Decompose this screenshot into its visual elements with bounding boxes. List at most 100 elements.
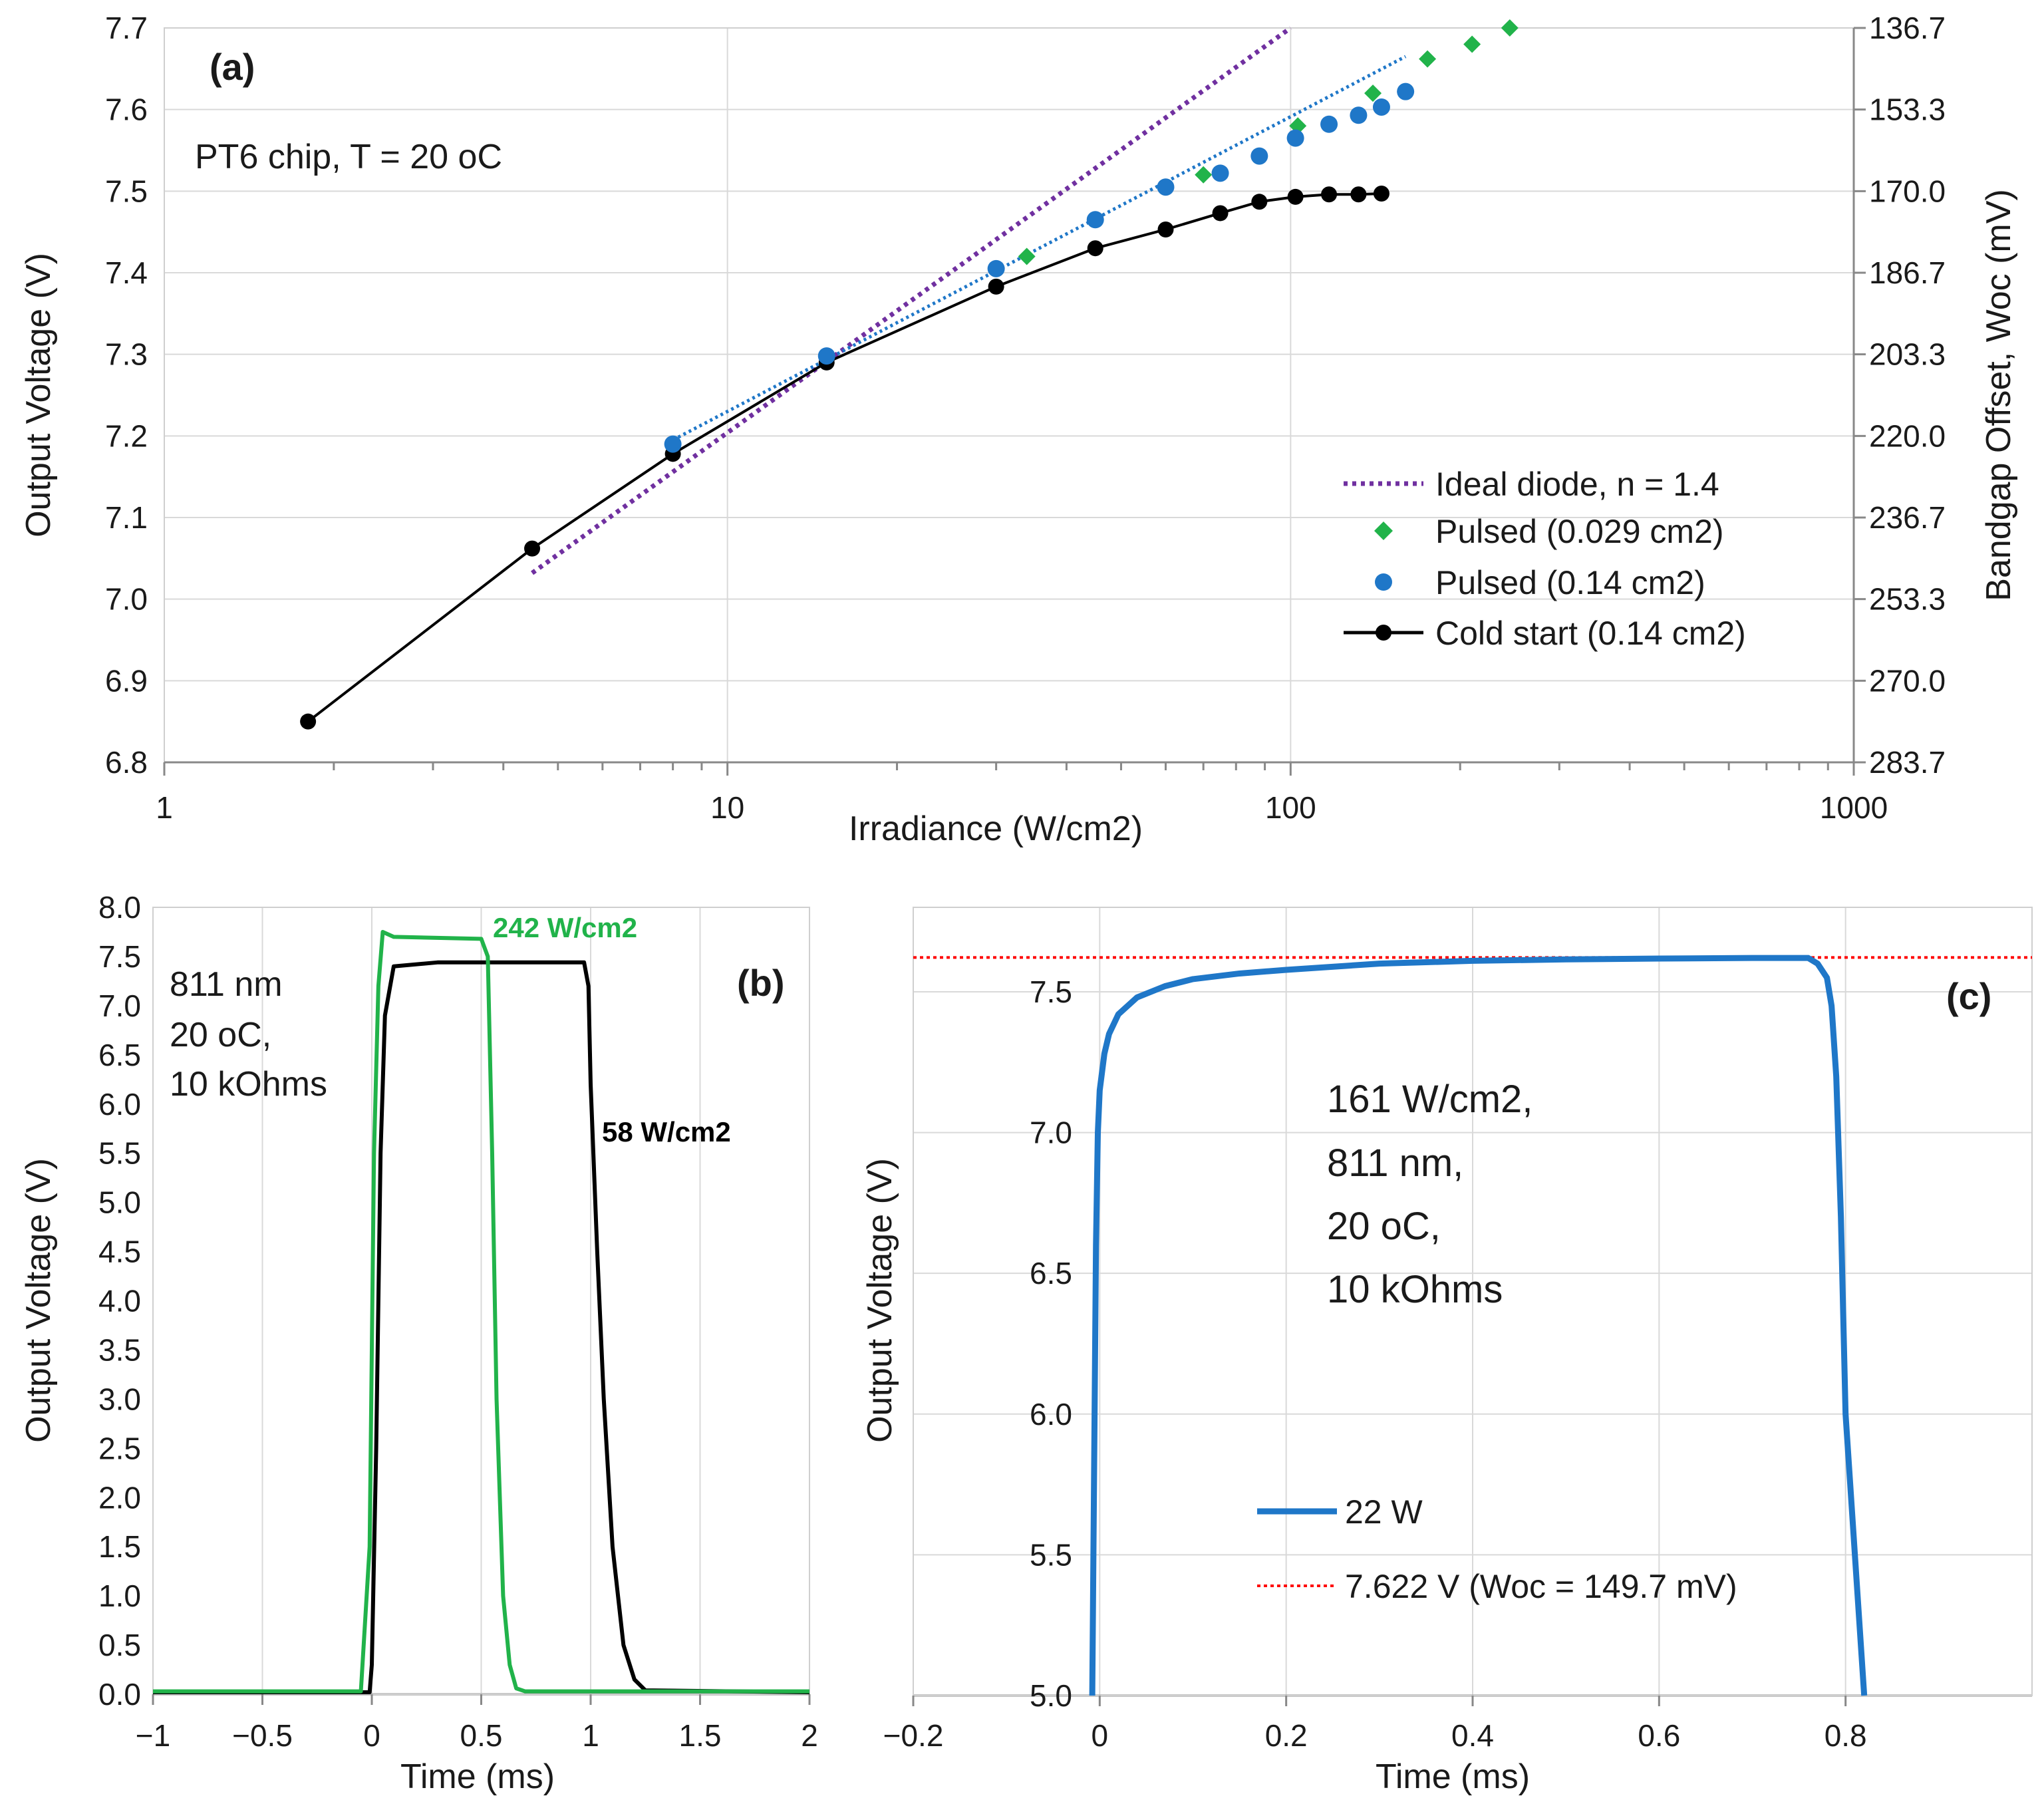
panel-b-y-tick-label: 6.5 bbox=[98, 1038, 141, 1072]
panel-b-y-tick-label: 0.0 bbox=[98, 1677, 141, 1712]
panel-b-series-label-242: 242 W/cm2 bbox=[493, 912, 637, 943]
panel-b-y-tick-label: 4.0 bbox=[98, 1284, 141, 1318]
panel-c-y-tick-label: 5.0 bbox=[1030, 1678, 1072, 1713]
panel-c-label: (c) bbox=[1946, 975, 1991, 1017]
pulsed-0029-point bbox=[1463, 35, 1481, 53]
panel-a-label: (a) bbox=[210, 46, 255, 88]
cold-start-point bbox=[1287, 188, 1304, 205]
panel-c-y-tick-label: 5.5 bbox=[1030, 1537, 1072, 1572]
panel-b-y-axis-title: Output Voltage (V) bbox=[19, 1158, 58, 1443]
pulsed-014-point bbox=[1086, 211, 1104, 229]
panel-c-y-tick-label: 6.0 bbox=[1030, 1397, 1072, 1432]
panel-a-y-tick-label: 7.3 bbox=[105, 337, 148, 372]
pulsed-0029-point bbox=[1364, 84, 1382, 102]
panel-b-x-tick-label: 0.5 bbox=[460, 1718, 503, 1753]
panel-a-y-ticks: 6.8 6.9 7.0 7.1 7.2 7.3 7.4 7.5 7.6 7.7 bbox=[105, 11, 148, 780]
panel-b-y-tick-label: 7.5 bbox=[98, 939, 141, 974]
legend-label-22w: 22 W bbox=[1345, 1493, 1423, 1531]
panel-a-y2-tick-label: 153.3 bbox=[1869, 92, 1946, 127]
panel-c-x-axis-title: Time (ms) bbox=[1376, 1757, 1530, 1796]
pulsed-014-point bbox=[817, 347, 835, 365]
pulsed-014-point bbox=[1286, 129, 1304, 147]
panel-c-marks bbox=[913, 955, 2032, 1696]
panel-c-legend: 22 W 7.622 V (Woc = 149.7 mV) bbox=[1257, 1493, 1737, 1605]
legend-swatch-cold-start-marker bbox=[1376, 625, 1391, 641]
panel-a-chart: 1 10 100 1000 6.8 6.9 7.0 7.1 7.2 7.3 7.4 7.5 7.6 7.… bbox=[19, 11, 2018, 848]
cold-start-point bbox=[1350, 186, 1367, 203]
panel-b-annotation-line-3: 10 kOhms bbox=[170, 1065, 327, 1104]
pulsed-014-point bbox=[1320, 115, 1338, 133]
pulsed-014-point bbox=[1350, 106, 1368, 124]
panel-b-y-tick-label: 4.5 bbox=[98, 1235, 141, 1269]
legend-swatch-pulsed-0029 bbox=[1374, 522, 1393, 540]
panel-a-y-axis-title: Output Voltage (V) bbox=[19, 253, 58, 537]
panel-a-x-tick-label: 10 bbox=[710, 790, 744, 825]
panel-a-y-tick-label: 6.8 bbox=[105, 745, 148, 780]
panel-b-y-tick-label: 2.5 bbox=[98, 1431, 141, 1465]
panel-b-x-tick-label: −0.5 bbox=[232, 1718, 293, 1753]
panel-b-y-tick-label: 3.5 bbox=[98, 1332, 141, 1367]
panel-b-y-ticks: 0.0 0.5 1.0 1.5 2.0 2.5 3.0 3.5 4.0 4.5 5.0 5.5 6.0 6… bbox=[98, 890, 141, 1712]
cold-start-point bbox=[1087, 240, 1103, 257]
panel-c-annotation-line-3: 20 oC, bbox=[1327, 1205, 1441, 1248]
panel-b-y-tick-label: 2.0 bbox=[98, 1480, 141, 1515]
legend-label-pulsed-0029: Pulsed (0.029 cm2) bbox=[1435, 513, 1724, 550]
panel-b-x-tick-label: 0 bbox=[363, 1718, 380, 1753]
pulsed-014-point bbox=[1211, 164, 1229, 182]
panel-a-y-tick-label: 7.5 bbox=[105, 174, 148, 208]
panel-b-annotation-line-1: 811 nm bbox=[170, 965, 283, 1004]
panel-b-y-tick-label: 0.5 bbox=[98, 1628, 141, 1662]
panel-c-chart: −0.2 0 0.2 0.4 0.6 0.8 5.0 5.5 6.0 6.5 7.0 7.5 (c)… bbox=[861, 907, 2033, 1796]
panel-c-y-axis-title: Output Voltage (V) bbox=[861, 1158, 899, 1443]
pulsed-014-trend-line bbox=[672, 55, 1407, 442]
trace-22-w bbox=[1089, 955, 1868, 1696]
panel-c-x-tick-label: 0.2 bbox=[1265, 1718, 1308, 1753]
cold-start-point bbox=[1251, 194, 1268, 210]
panel-a-annotation: PT6 chip, T = 20 oC bbox=[195, 138, 502, 176]
panel-b-x-tick-label: 1 bbox=[582, 1718, 599, 1753]
panel-b-y-tick-label: 8.0 bbox=[98, 890, 141, 925]
pulsed-014-point bbox=[1397, 82, 1415, 100]
pulsed-014-point bbox=[1250, 147, 1268, 165]
pulsed-0029-point bbox=[1419, 50, 1437, 68]
cold-start-point bbox=[1373, 186, 1389, 202]
legend-label-pulsed-014: Pulsed (0.14 cm2) bbox=[1435, 564, 1705, 601]
panel-a-y2-tick-label: 283.7 bbox=[1869, 745, 1946, 780]
pulsed-014-point bbox=[987, 259, 1005, 277]
panel-c-annotation-line-1: 161 W/cm2, bbox=[1327, 1078, 1533, 1121]
panel-b-label: (b) bbox=[737, 962, 785, 1004]
panel-c-x-tick-label: 0.4 bbox=[1451, 1718, 1494, 1753]
panel-a-x-tick-label: 100 bbox=[1265, 790, 1316, 825]
panel-a-y-tick-label: 7.1 bbox=[105, 500, 148, 535]
panel-a-y2-tick-label: 236.7 bbox=[1869, 500, 1946, 535]
panel-b-y-tick-label: 5.0 bbox=[98, 1185, 141, 1220]
panel-c-y-tick-label: 7.0 bbox=[1030, 1116, 1072, 1150]
cold-start-point bbox=[1321, 186, 1338, 203]
panel-c-annotation-line-2: 811 nm, bbox=[1327, 1141, 1463, 1185]
panel-a-y2-tick-label: 170.0 bbox=[1869, 174, 1946, 208]
panel-a-y-tick-label: 7.6 bbox=[105, 92, 148, 127]
panel-a-marks bbox=[300, 19, 1519, 730]
pulsed-014-point bbox=[1157, 178, 1175, 196]
panel-a-x-tick-label: 1 bbox=[156, 790, 173, 825]
panel-b-x-tick-label: 1.5 bbox=[679, 1718, 722, 1753]
pulsed-0029-point bbox=[1501, 19, 1519, 37]
panel-c-y-tick-label: 7.5 bbox=[1030, 975, 1072, 1009]
panel-b-annotation-line-2: 20 oC, bbox=[170, 1016, 271, 1054]
panel-b-y-tick-label: 5.5 bbox=[98, 1136, 141, 1171]
panel-b-x-ticks: −1 −0.5 0 0.5 1 1.5 2 bbox=[136, 1694, 818, 1753]
panel-a-y2-tick-label: 186.7 bbox=[1869, 255, 1946, 290]
panel-a-y2-tick-label: 253.3 bbox=[1869, 582, 1946, 617]
legend-label-cold-start: Cold start (0.14 cm2) bbox=[1435, 615, 1746, 652]
panel-a-y-tick-label: 7.2 bbox=[105, 418, 148, 453]
ideal-diode-line bbox=[531, 26, 1292, 575]
panel-a-x-tick-label: 1000 bbox=[1820, 790, 1888, 825]
panel-b-chart: −1 −0.5 0 0.5 1 1.5 2 0.0 0.5 1.0 1.5 2.0 2.5 3.0 3.5… bbox=[19, 890, 818, 1796]
panel-b-y-tick-label: 3.0 bbox=[98, 1382, 141, 1416]
panel-b-y-tick-label: 6.0 bbox=[98, 1087, 141, 1122]
panel-a-y2-ticks: 283.7 270.0 253.3 236.7 220.0 203.3 186.7 170.0… bbox=[1854, 11, 1946, 780]
panel-a-y2-tick-label: 203.3 bbox=[1869, 337, 1946, 372]
panel-c-x-tick-label: 0 bbox=[1092, 1718, 1109, 1753]
panel-c-x-tick-label: −0.2 bbox=[883, 1718, 944, 1753]
